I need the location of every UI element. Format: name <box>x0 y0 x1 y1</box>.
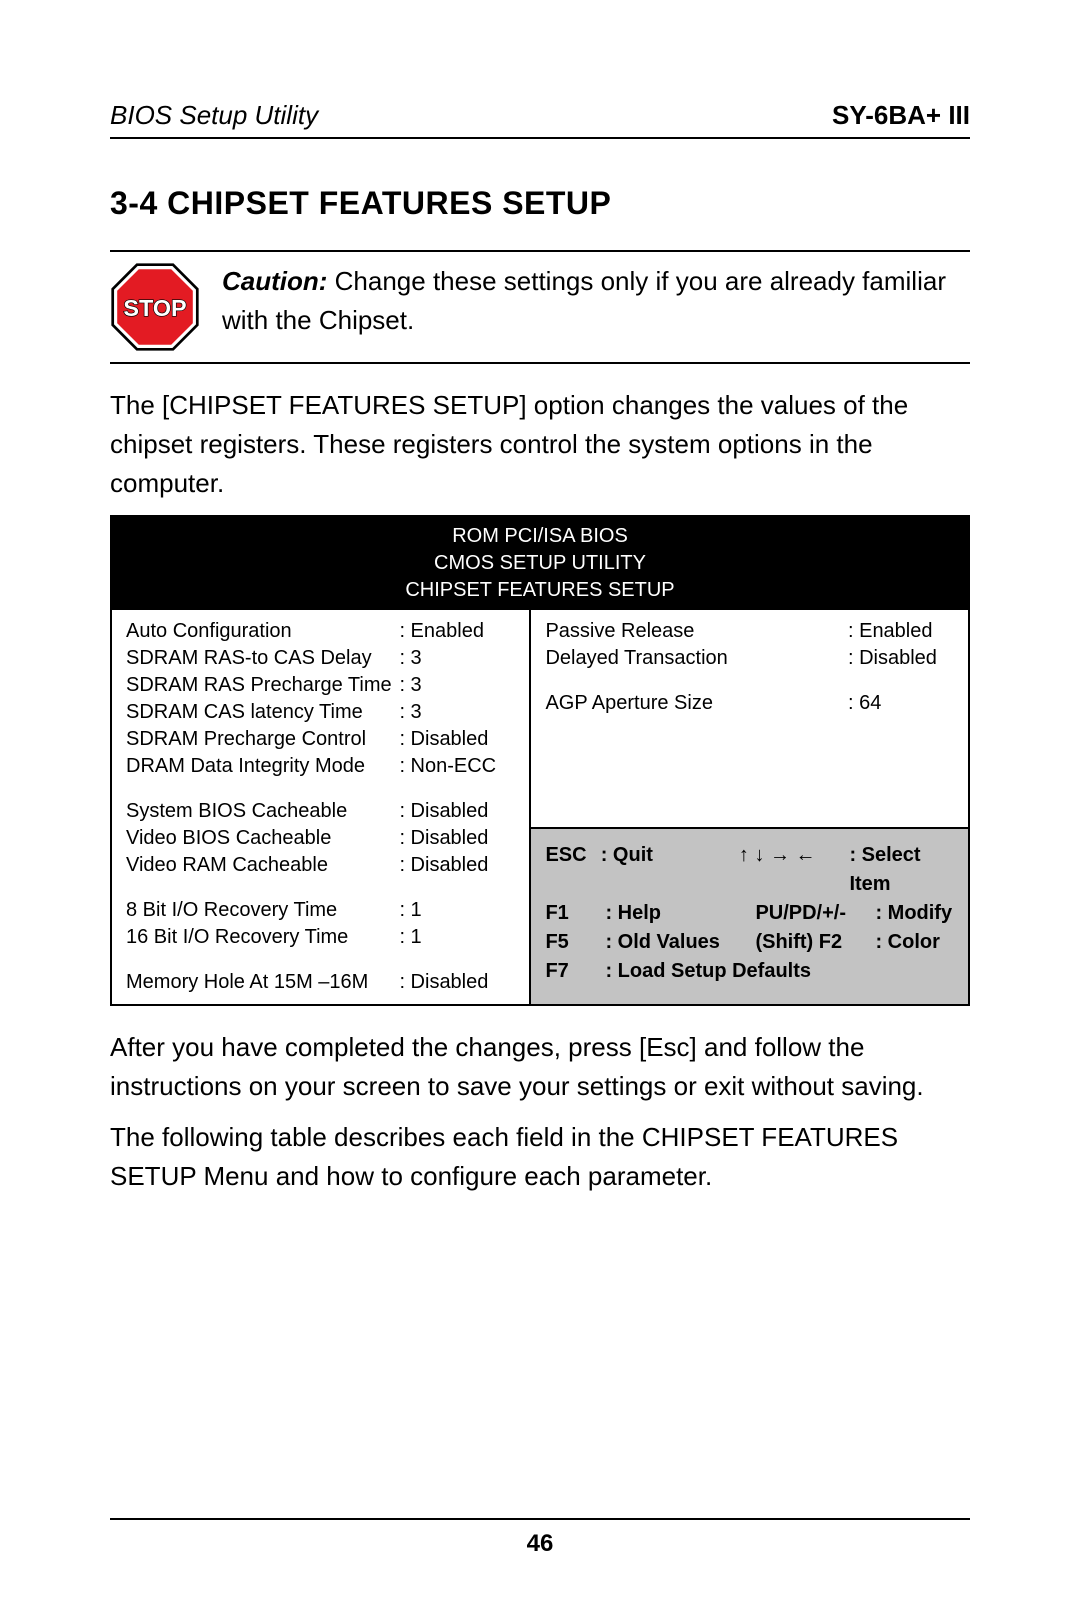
bios-right-column: Passive Release: Enabled Delayed Transac… <box>531 610 968 1004</box>
caution-lead: Caution: <box>222 266 327 296</box>
stop-sign-label: STOP <box>123 295 186 321</box>
footer-rule <box>110 1518 970 1520</box>
bios-header-line2: CMOS SETUP UTILITY <box>112 550 968 577</box>
setting-row: SDRAM Precharge Control: Disabled <box>126 726 519 753</box>
page-footer: 46 <box>0 1518 1080 1558</box>
setting-row: 8 Bit I/O Recovery Time: 1 <box>126 897 519 924</box>
setting-row: 16 Bit I/O Recovery Time: 1 <box>126 924 519 951</box>
setting-row: SDRAM CAS latency Time: 3 <box>126 699 519 726</box>
header-title-left: BIOS Setup Utility <box>110 100 318 131</box>
section-title: 3-4 CHIPSET FEATURES SETUP <box>110 185 970 222</box>
bios-right-top: Passive Release: Enabled Delayed Transac… <box>531 610 968 827</box>
bios-screen: ROM PCI/ISA BIOS CMOS SETUP UTILITY CHIP… <box>110 515 970 1006</box>
intro-paragraph: The [CHIPSET FEATURES SETUP] option chan… <box>110 386 970 503</box>
caution-text: Caution: Change these settings only if y… <box>222 262 970 340</box>
bios-header: ROM PCI/ISA BIOS CMOS SETUP UTILITY CHIP… <box>112 517 968 610</box>
after-paragraph-2: The following table describes each field… <box>110 1118 970 1196</box>
caution-block: STOP Caution: Change these settings only… <box>110 250 970 364</box>
page-header: BIOS Setup Utility SY-6BA+ III <box>110 100 970 139</box>
setting-row: Memory Hole At 15M –16M: Disabled <box>126 969 519 996</box>
setting-row: DRAM Data Integrity Mode: Non-ECC <box>126 753 519 780</box>
help-row: F1 : Help PU/PD/+/- : Modify <box>545 899 958 928</box>
page-number: 46 <box>527 1530 554 1557</box>
stop-sign-icon: STOP <box>110 262 200 352</box>
caution-body: Change these settings only if you are al… <box>222 266 946 335</box>
document-page: BIOS Setup Utility SY-6BA+ III 3-4 CHIPS… <box>0 0 1080 1618</box>
header-title-right: SY-6BA+ III <box>832 100 970 131</box>
setting-row: SDRAM RAS Precharge Time: 3 <box>126 672 519 699</box>
setting-row: Video RAM Cacheable: Disabled <box>126 852 519 879</box>
setting-row: Auto Configuration: Enabled <box>126 618 519 645</box>
bios-help-panel: ESC : Quit ↑ ↓ → ← : Select Item F1 : He… <box>531 827 968 1004</box>
bios-body: Auto Configuration: Enabled SDRAM RAS-to… <box>112 610 968 1004</box>
after-paragraph-1: After you have completed the changes, pr… <box>110 1028 970 1106</box>
bios-left-column: Auto Configuration: Enabled SDRAM RAS-to… <box>112 610 531 1004</box>
setting-row: Passive Release: Enabled <box>545 618 958 645</box>
help-row: F5 : Old Values (Shift) F2 : Color <box>545 928 958 957</box>
bios-header-line3: CHIPSET FEATURES SETUP <box>112 577 968 604</box>
help-row: F7 : Load Setup Defaults <box>545 957 958 986</box>
bios-header-line1: ROM PCI/ISA BIOS <box>112 523 968 550</box>
setting-row: Video BIOS Cacheable: Disabled <box>126 825 519 852</box>
setting-row: AGP Aperture Size: 64 <box>545 690 958 717</box>
help-row: ESC : Quit ↑ ↓ → ← : Select Item <box>545 841 958 899</box>
setting-row: Delayed Transaction: Disabled <box>545 645 958 672</box>
setting-row: System BIOS Cacheable: Disabled <box>126 798 519 825</box>
setting-row: SDRAM RAS-to CAS Delay: 3 <box>126 645 519 672</box>
